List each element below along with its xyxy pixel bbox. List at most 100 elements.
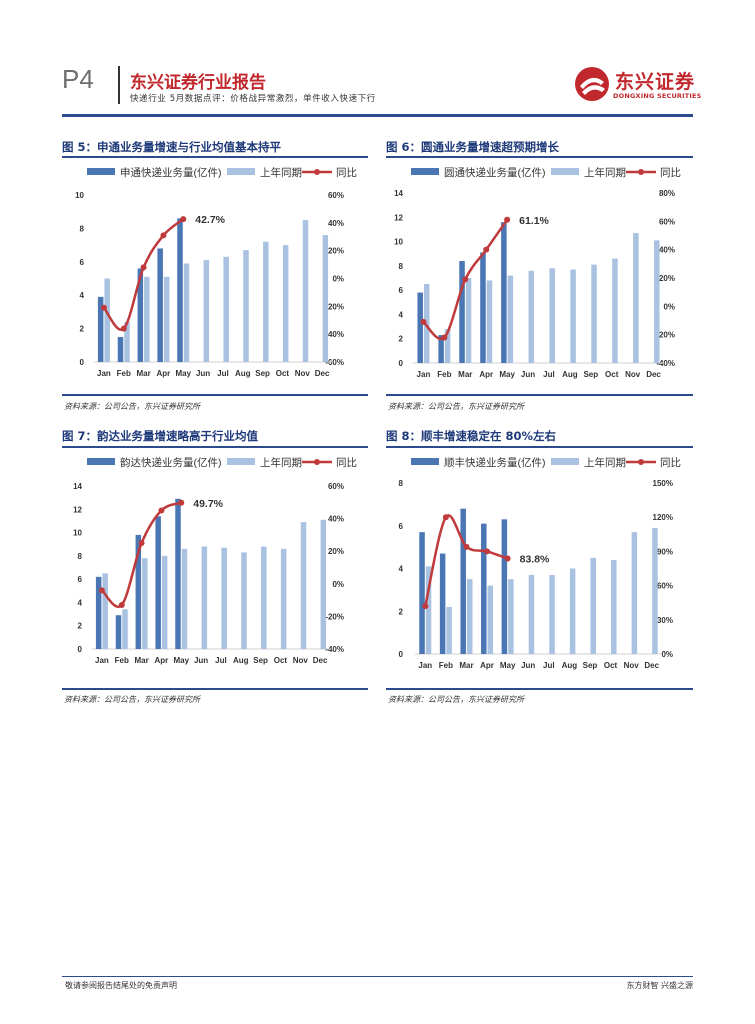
- legend-swatch-current: [411, 458, 439, 465]
- y-axis-tick-label: 2: [399, 335, 404, 344]
- bar-prior-mar: [144, 276, 150, 362]
- y2-axis-tick-label: -20%: [325, 612, 344, 621]
- report-subtitle: 快递行业 5月数据点评：价格战异常激烈，单件收入快速下行: [130, 94, 376, 104]
- yoy-point: [463, 543, 470, 550]
- bar-prior-nov: [631, 532, 638, 654]
- x-axis-tick-label: Jun: [521, 661, 535, 670]
- bar-current-mar: [459, 261, 465, 363]
- bar-prior-may: [507, 275, 514, 363]
- x-axis-tick-label: Aug: [233, 656, 249, 665]
- x-axis-tick-label: Jul: [217, 369, 229, 378]
- bar-prior-nov: [300, 522, 307, 649]
- y-axis-tick-label: 4: [399, 565, 404, 574]
- y-axis-tick-label: 10: [394, 238, 403, 247]
- y2-axis-tick-label: -40%: [656, 359, 675, 368]
- figure-5-bottom-rule: [62, 394, 368, 396]
- y2-axis-tick-label: -20%: [656, 331, 675, 340]
- bar-current-may: [501, 222, 507, 363]
- x-axis-tick-label: Mar: [459, 661, 473, 670]
- yoy-line: [102, 218, 185, 332]
- legend-label-prior: 上年同期: [584, 166, 626, 179]
- figure-6-source: 资料来源：公司公告，东兴证券研究所: [388, 402, 524, 411]
- legend-label-current: 韵达快递业务量(亿件): [120, 456, 222, 469]
- y2-axis-tick-label: 0%: [661, 650, 673, 659]
- y2-axis-tick-label: 60%: [328, 482, 344, 491]
- yoy-point: [158, 507, 165, 514]
- x-axis-tick-label: Nov: [624, 661, 640, 670]
- bar-current-feb: [117, 336, 124, 362]
- page-number: P4: [62, 64, 94, 94]
- x-axis-tick-label: Mar: [458, 370, 472, 379]
- y-axis-tick-label: 0: [80, 358, 85, 367]
- yoy-point: [140, 264, 147, 271]
- x-axis-tick-label: Aug: [562, 661, 578, 670]
- figure-6-title: 图 6：圆通业务量增速超预期增长: [386, 140, 560, 154]
- bar-current-feb: [439, 553, 446, 654]
- bar-prior-nov: [633, 233, 639, 363]
- x-axis-tick-label: Dec: [644, 661, 659, 670]
- y-axis-tick-label: 6: [80, 258, 85, 267]
- yoy-point: [160, 232, 167, 239]
- bar-current-mar: [135, 534, 142, 649]
- bar-prior-jun: [203, 260, 210, 362]
- figure-7-top-rule: [62, 446, 368, 448]
- bar-prior-apr: [486, 280, 493, 363]
- logo-text: 东兴证券: [615, 71, 696, 93]
- legend-label-current: 顺丰快递业务量(亿件): [444, 456, 546, 469]
- x-axis-tick-label: Aug: [562, 370, 578, 379]
- bar-prior-apr: [161, 555, 168, 649]
- yoy-point: [138, 540, 145, 547]
- x-axis-tick-label: Mar: [134, 656, 148, 665]
- legend-label-prior: 上年同期: [260, 166, 302, 179]
- x-axis-tick-label: Nov: [295, 369, 311, 378]
- company-logo: [575, 67, 609, 101]
- bar-prior-oct: [612, 258, 618, 363]
- bar-prior-dec: [652, 527, 658, 654]
- bar-prior-nov: [302, 220, 309, 362]
- figure-8-chart: 顺丰快递业务量(亿件) 上年同期 同比 0 2 4 6 8 150% 120% 90% 60% 30% 0…: [399, 456, 681, 670]
- x-axis-tick-label: Oct: [274, 656, 288, 665]
- x-axis-tick-label: Feb: [439, 661, 453, 670]
- bar-prior-feb: [122, 609, 128, 649]
- legend-label-current: 申通快递业务量(亿件): [120, 166, 222, 179]
- bar-prior-jan: [104, 278, 110, 362]
- yoy-point: [483, 246, 490, 253]
- x-axis-tick-label: Sep: [583, 370, 598, 379]
- legend-marker-yoy: [314, 169, 320, 175]
- x-axis-tick-label: Apr: [480, 661, 494, 670]
- bar-current-apr: [157, 248, 163, 362]
- x-axis-tick-label: Aug: [235, 369, 251, 378]
- bar-prior-aug: [570, 269, 576, 363]
- figure-6-bottom-rule: [386, 394, 693, 396]
- yoy-point: [484, 548, 491, 555]
- x-axis-tick-label: May: [500, 661, 516, 670]
- bar-current-jan: [419, 532, 425, 654]
- legend-marker-yoy: [314, 459, 320, 465]
- y2-axis-tick-label: 80%: [659, 189, 675, 198]
- bar-prior-mar: [466, 579, 473, 654]
- yoy-latest-label: 49.7%: [193, 498, 223, 510]
- y-axis-tick-label: 8: [399, 262, 404, 271]
- bar-prior-oct: [280, 548, 287, 649]
- legend-label-prior: 上年同期: [584, 456, 626, 469]
- report-title: 东兴证券行业报告: [130, 73, 266, 93]
- legend-swatch-current: [87, 168, 115, 175]
- y2-axis-tick-label: -20%: [325, 302, 344, 311]
- yoy-point: [420, 318, 427, 325]
- figure-8-bottom-rule: [386, 688, 693, 690]
- bar-prior-jan: [102, 573, 108, 649]
- yoy-latest-label: 42.7%: [195, 214, 225, 226]
- figure-8-title: 图 8：顺丰增速稳定在 80%左右: [386, 429, 557, 443]
- y2-axis-tick-label: 40%: [659, 246, 675, 255]
- y2-axis-tick-label: 0%: [663, 302, 675, 311]
- legend-label-prior: 上年同期: [260, 456, 302, 469]
- bar-prior-may: [508, 579, 514, 654]
- yoy-point: [178, 499, 185, 506]
- footer-slogan: 东方财智 兴盛之源: [626, 981, 693, 990]
- bar-prior-mar: [465, 278, 472, 363]
- legend-swatch-prior: [227, 168, 255, 175]
- x-axis-tick-label: May: [173, 656, 189, 665]
- y-axis-tick-label: 4: [78, 598, 83, 607]
- x-axis-tick-label: Jul: [543, 370, 555, 379]
- y-axis-tick-label: 14: [73, 482, 82, 491]
